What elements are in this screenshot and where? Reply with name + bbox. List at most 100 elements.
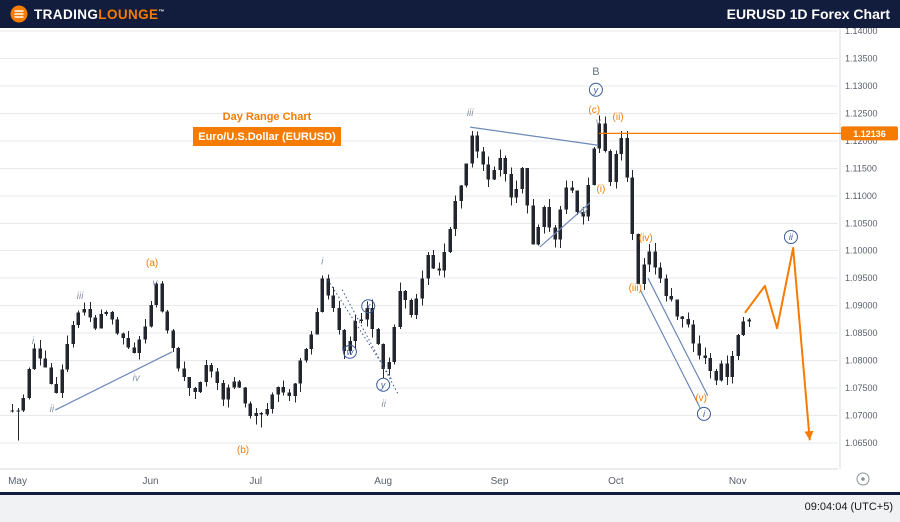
candle-body [93,317,97,329]
candle-body [442,251,446,271]
candle-body [353,321,357,341]
candle-body [54,383,58,393]
candle-body [387,361,391,370]
candle-body [614,154,618,183]
wave-annotation: (ii) [613,112,624,123]
candle-body [414,298,418,316]
candle-body [215,371,219,383]
candle-body [76,312,80,326]
candle-body [603,123,607,151]
candle-body [437,268,441,271]
candle-body [65,343,69,370]
candle-body [453,201,457,229]
candle-body [99,314,103,329]
candle-body [226,387,230,400]
wave-circle [376,377,391,392]
wave-circle [783,230,798,244]
wave-annotation: i [703,409,706,419]
candle-body [132,347,136,354]
chart-canvas[interactable]: 1.14000 1.13500 1.13000 1.12500 1.12000 1.115… [0,28,900,522]
candle-body [464,163,468,186]
candle-body [182,368,186,378]
wave-annotation: (b) [237,445,249,456]
candle-body [420,278,424,299]
candle-body [16,410,20,412]
y-tick-label: 1.12500 [845,108,878,118]
trend-line [539,202,591,248]
candle-body [409,300,413,316]
trend-line [639,289,701,409]
candle-body [27,369,31,398]
candle-body [403,290,407,301]
candle-body [237,381,241,388]
candle-body [636,234,640,284]
wave-annotation: i [321,257,324,268]
top-bar: TRADINGLOUNGE™ EURUSD 1D Forex Chart [0,0,900,28]
chart-title: EURUSD 1D Forex Chart [726,6,890,22]
candle-body [193,387,197,392]
candle-body [486,164,490,180]
price-tag-value: 1.12136 [853,129,886,139]
candle-body [71,325,75,344]
candle-body [315,312,319,335]
wave-annotation: ii [50,404,55,415]
candle-body [21,397,25,411]
candle-body [337,307,341,331]
candle-body [331,295,335,308]
candle-body [143,326,147,340]
wave-annotation: (iv) [639,233,653,244]
brand-name: TRADINGLOUNGE™ [34,7,165,22]
month-label: Jun [142,476,158,487]
candle-body [121,333,125,339]
candle-body [254,413,258,417]
candle-body [348,340,352,351]
candle-body [171,330,175,348]
y-tick-label: 1.07000 [845,411,878,421]
candle-body [680,316,684,319]
candle-body [276,386,280,395]
candle-body [642,264,646,284]
candle-body [187,377,191,388]
wave-annotation: ii [789,232,794,242]
month-label: Sep [491,476,509,487]
candle-body [381,343,385,370]
y-tick-label: 1.11500 [845,163,877,173]
wave-annotation: iv [132,373,140,384]
candle-body [304,348,308,361]
candle-body [320,278,324,313]
candle-body [287,392,291,396]
candle-body [719,363,723,381]
candle-body [675,299,679,317]
candle-body [741,321,745,335]
status-strip [0,495,900,522]
wave-annotation: (iii) [629,283,642,294]
candle-body [259,413,263,415]
trend-line [470,126,599,146]
candle-body [137,339,141,354]
candle-body [326,278,330,296]
projection-path [744,246,811,441]
candle-body [60,369,64,393]
candle-body [564,187,568,210]
candle-body [459,185,463,202]
candle-body [448,228,452,252]
candle-body [542,207,546,228]
wave-circle [588,82,603,97]
candle-body [597,123,601,149]
month-label: Nov [729,476,747,487]
brand-trading: TRADING [34,6,99,22]
candle-body [747,319,751,322]
candle-body [509,174,513,198]
wave-circle [696,406,711,421]
candle-body [625,137,629,178]
candle-body [581,211,585,217]
y-tick-label: 1.13000 [845,81,878,91]
tradinglounge-logo[interactable]: TRADINGLOUNGE™ [10,5,165,23]
wave-annotation: v [596,117,602,128]
candle-body [658,267,662,279]
candle-body [38,348,42,359]
candle-body [43,358,47,368]
candle-body [481,151,485,165]
candlestick-chart-svg[interactable]: 1.14000 1.13500 1.13000 1.12500 1.12000 1.115… [0,28,900,522]
y-tick-label: 1.09500 [845,273,878,283]
